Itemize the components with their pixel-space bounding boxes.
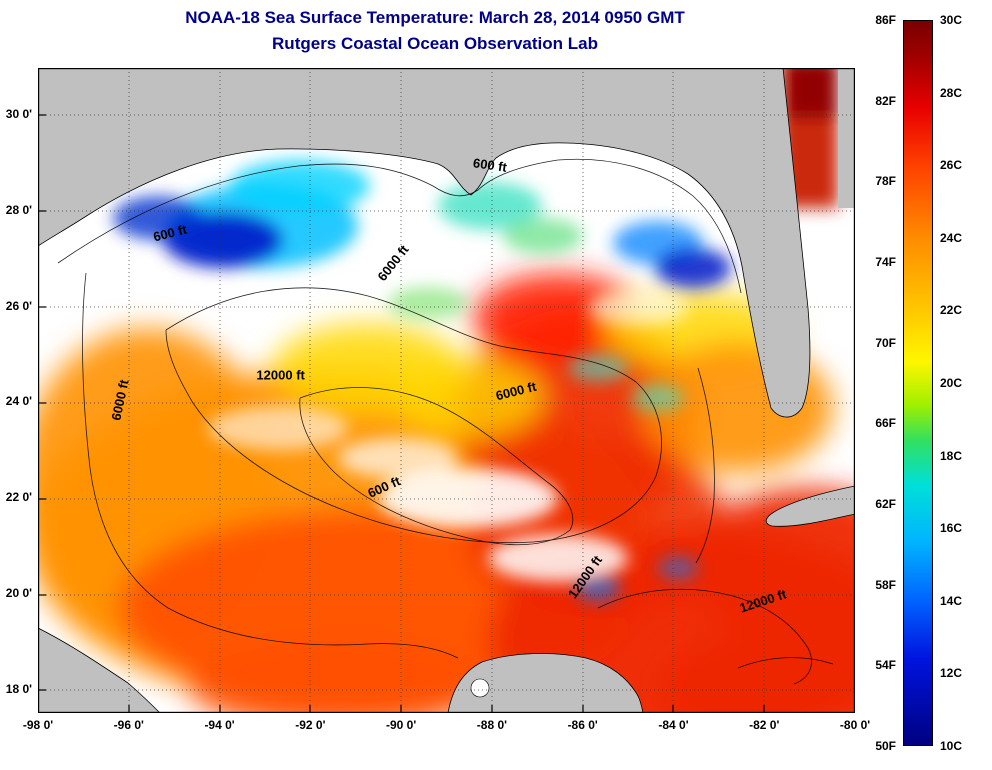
- y-tick-label: 30 0': [5, 107, 32, 121]
- x-tick-label: -84 0': [658, 718, 689, 732]
- island-no-data: [470, 678, 490, 698]
- colorbar-f-label: 62F: [875, 497, 896, 511]
- colorbar-f-label: 74F: [875, 255, 896, 269]
- x-tick-label: -96 0': [113, 718, 144, 732]
- depth-contours: [57, 158, 834, 685]
- colorbar-fahrenheit-labels: 86F 82F 78F 74F 70F 66F 62F 58F 54F 50F: [856, 13, 898, 753]
- colorbar-f-label: 82F: [875, 93, 896, 108]
- colorbar-c-label: 30C: [940, 13, 963, 27]
- colorbar-f-label: 66F: [875, 416, 896, 431]
- x-tick-label: -94 0': [204, 718, 235, 732]
- y-tick-label: 24 0': [5, 394, 32, 409]
- x-tick-label: -86 0': [567, 718, 598, 732]
- x-tick-label: -90 0': [386, 718, 417, 732]
- longitude-axis: -98 0' -96 0' -94 0' -92 0' -90 0' -88 0' -86 …: [23, 716, 870, 736]
- colorbar-f-label: 86F: [875, 13, 896, 27]
- colorbar-c-label: 16C: [940, 521, 963, 536]
- sst-map: [38, 68, 855, 713]
- colorbar-f-label: 78F: [875, 174, 896, 189]
- cloud-gaps: [208, 290, 688, 582]
- page-title: NOAA-18 Sea Surface Temperature: March 2…: [185, 8, 685, 27]
- colorbar-c-label: 22C: [940, 303, 963, 318]
- colorbar-c-label: 24C: [940, 230, 963, 245]
- y-tick-label: 20 0': [5, 586, 32, 601]
- colorbar-f-label: 54F: [875, 658, 896, 673]
- y-tick-label: 26 0': [5, 298, 32, 313]
- colorbar-celsius-labels: 30C 28C 26C 24C 22C 20C 18C 16C 14C 12C 10C: [940, 13, 990, 753]
- colorbar-f-label: 70F: [875, 335, 896, 350]
- colorbar-c-label: 10C: [940, 739, 963, 753]
- sst-map-svg: [38, 68, 855, 713]
- page-subtitle: Rutgers Coastal Ocean Observation Lab: [272, 34, 598, 53]
- colorbar-c-label: 18C: [940, 448, 963, 463]
- x-tick-label: -92 0': [295, 718, 326, 732]
- y-tick-label: 28 0': [5, 202, 32, 217]
- land-masses: [38, 68, 855, 713]
- y-tick-label: 18 0': [5, 681, 32, 696]
- colorbar-f-label: 50F: [875, 739, 896, 753]
- x-tick-label: -80 0': [839, 718, 871, 732]
- axis-ticks: [38, 114, 765, 713]
- colorbar-f-label: 58F: [875, 577, 896, 592]
- x-tick-label: -88 0': [476, 718, 507, 732]
- colorbar-c-label: 26C: [940, 158, 963, 173]
- x-tick-label: -98 0': [22, 718, 54, 732]
- grid-lines: [38, 68, 855, 713]
- colorbar-c-label: 12C: [940, 666, 963, 681]
- colorbar-c-label: 14C: [940, 593, 963, 608]
- x-tick-label: -82 0': [749, 718, 780, 732]
- colorbar: [903, 20, 933, 746]
- latitude-axis: 30 0' 28 0' 26 0' 24 0' 22 0' 20 0' 18 0': [0, 68, 34, 713]
- y-tick-label: 22 0': [5, 490, 32, 505]
- plot-frame: [38, 68, 855, 713]
- colorbar-c-label: 28C: [940, 85, 963, 100]
- colorbar-c-label: 20C: [940, 376, 963, 390]
